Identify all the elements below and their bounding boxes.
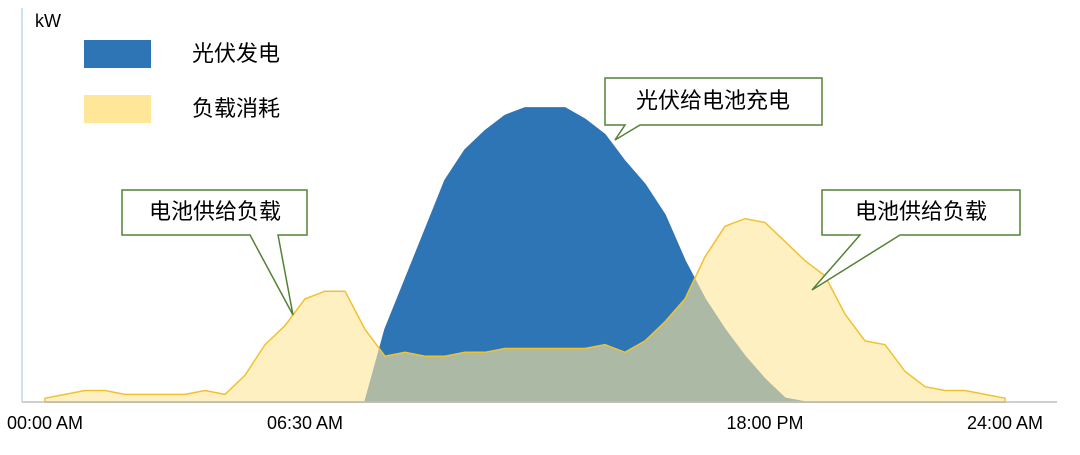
callout-box: [604, 77, 823, 141]
annotation: 电池供给负载: [855, 200, 987, 225]
x-tick-label: 18:00 PM: [726, 413, 803, 433]
legend-swatch: [84, 95, 151, 123]
legend-swatch: [84, 40, 151, 68]
y-axis-label: kW: [35, 11, 61, 31]
x-tick-label: 00:00 AM: [7, 413, 83, 433]
x-tick-label: 24:00 AM: [967, 413, 1043, 433]
legend-label: 光伏发电: [192, 42, 280, 67]
callout-box: [121, 189, 308, 316]
annotation: 电池供给负载: [149, 200, 281, 225]
area: [44, 217, 1006, 403]
legend-label: 负载消耗: [192, 97, 280, 122]
annotation: 光伏给电池充电: [636, 89, 790, 114]
x-tick-label: 06:30 AM: [267, 413, 343, 433]
callout-box: [811, 189, 1021, 291]
